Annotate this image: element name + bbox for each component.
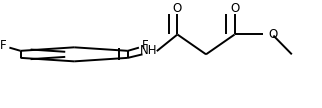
Text: O: O: [268, 28, 277, 41]
Text: O: O: [173, 2, 182, 15]
Text: F: F: [0, 39, 6, 52]
Text: NH: NH: [140, 44, 157, 57]
Text: F: F: [142, 39, 149, 52]
Text: O: O: [230, 2, 239, 15]
